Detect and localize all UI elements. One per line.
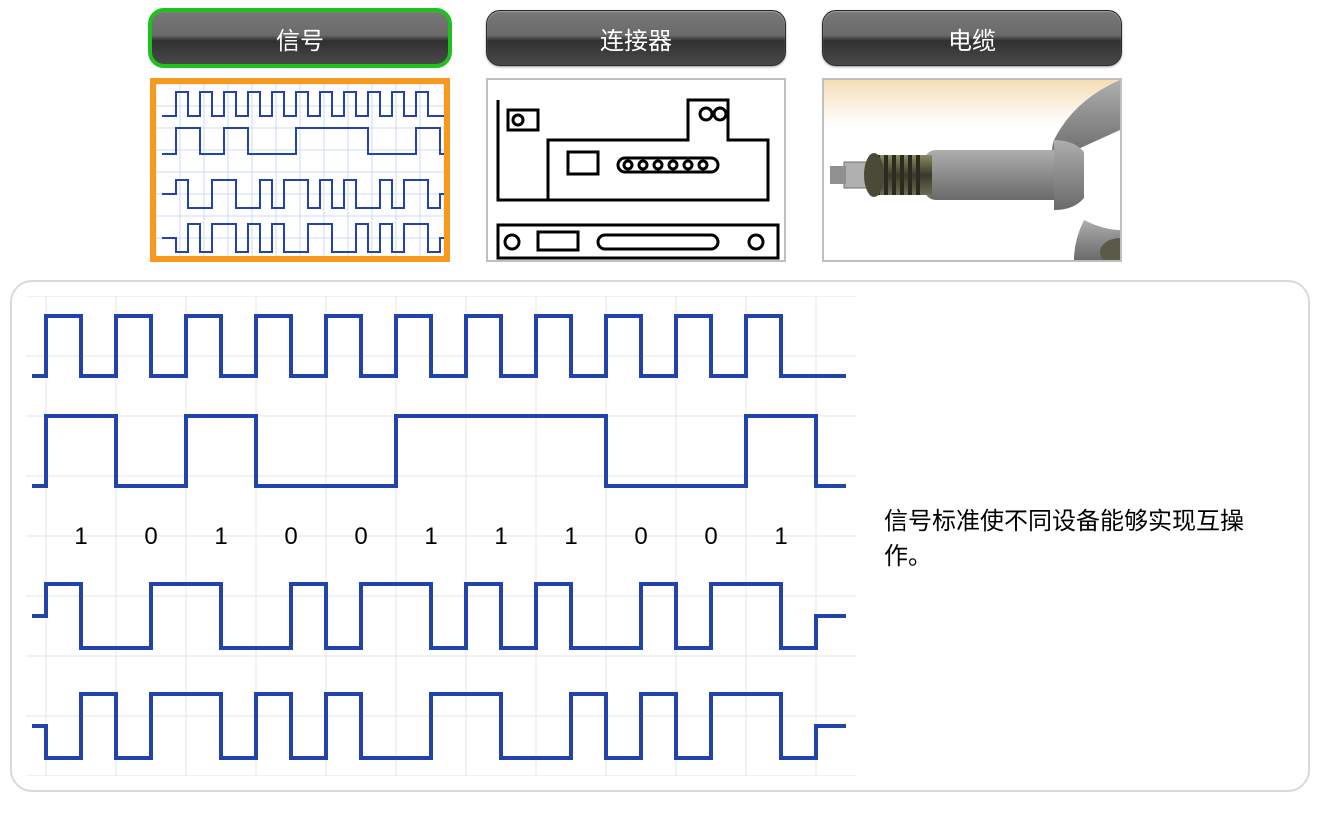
thumb-cable[interactable] [822, 78, 1122, 262]
thumb-signal[interactable] [150, 78, 450, 262]
detail-panel: 1 0 1 0 0 1 1 1 0 0 1 信号标准使不同设备能够实现互操作。 [10, 280, 1310, 792]
svg-text:0: 0 [704, 523, 717, 550]
cable-photo-icon [824, 80, 1120, 260]
tab-connector[interactable]: 连接器 [486, 10, 786, 66]
svg-text:1: 1 [214, 523, 227, 550]
svg-text:1: 1 [424, 523, 437, 550]
thumbnail-row [10, 78, 1323, 262]
svg-text:0: 0 [284, 523, 297, 550]
description-text: 信号标准使不同设备能够实现互操作。 [884, 501, 1290, 571]
signal-waveform-icon [156, 84, 444, 256]
svg-text:0: 0 [634, 523, 647, 550]
connector-outline-icon [488, 80, 784, 260]
svg-text:1: 1 [564, 523, 577, 550]
tab-signal[interactable]: 信号 [150, 10, 450, 66]
svg-text:1: 1 [494, 523, 507, 550]
svg-text:1: 1 [74, 523, 87, 550]
svg-text:0: 0 [354, 523, 367, 550]
tab-connector-label: 连接器 [600, 21, 672, 56]
tab-cable-label: 电缆 [948, 21, 996, 56]
svg-text:1: 1 [774, 523, 787, 550]
tab-row: 信号 连接器 电缆 [10, 10, 1323, 66]
svg-text:0: 0 [144, 523, 157, 550]
tab-cable[interactable]: 电缆 [822, 10, 1122, 66]
signal-waveform-diagram: 1 0 1 0 0 1 1 1 0 0 1 [26, 296, 856, 776]
tab-signal-label: 信号 [276, 21, 324, 56]
thumb-connector[interactable] [486, 78, 786, 262]
